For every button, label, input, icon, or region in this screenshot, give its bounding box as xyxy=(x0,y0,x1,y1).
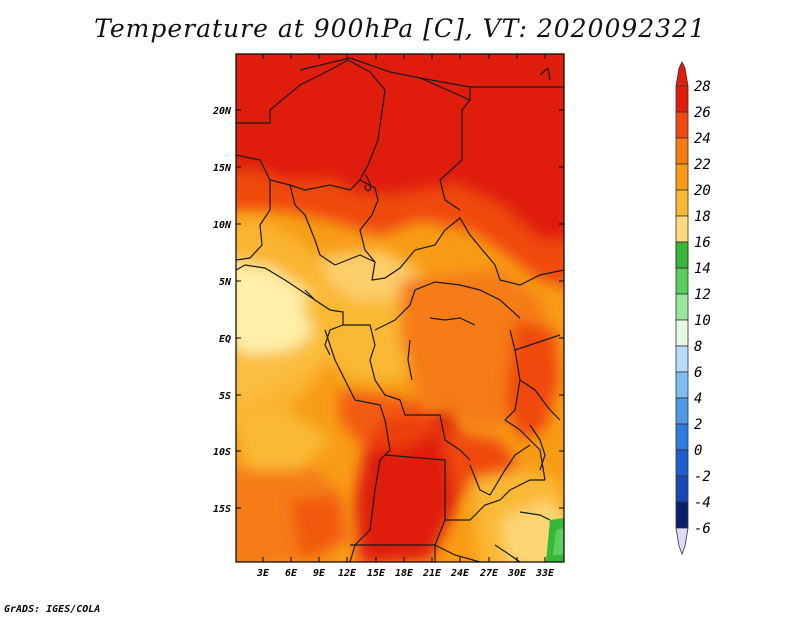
colorbar-label: -2 xyxy=(694,469,711,485)
longitude-labels: 3E 6E 9E 12E 15E 18E 21E 24E 27E 30E 33E xyxy=(256,568,555,579)
colorbar xyxy=(675,61,689,556)
colorbar-label: 22 xyxy=(694,157,711,173)
colorbar-under-triangle xyxy=(675,527,689,556)
lon-label-21e: 21E xyxy=(422,568,442,579)
lon-label-33e: 33E xyxy=(535,568,555,579)
colorbar-swatch-m6-m4 xyxy=(675,501,689,529)
colorbar-label: 2 xyxy=(694,417,702,433)
colorbar-label: 6 xyxy=(694,365,702,381)
colorbar-label: 12 xyxy=(694,287,711,303)
colorbar-label: 8 xyxy=(694,339,702,355)
lon-label-30e: 30E xyxy=(507,568,527,579)
lat-label-10n: 10N xyxy=(213,220,232,231)
lon-label-24e: 24E xyxy=(450,568,470,579)
lon-label-9e: 9E xyxy=(313,568,326,579)
colorbar-swatch-0-2 xyxy=(675,423,689,451)
colorbar-swatch-10-12 xyxy=(675,293,689,321)
lat-label-15s: 15S xyxy=(213,504,231,515)
colorbar-label: 10 xyxy=(694,313,711,329)
colorbar-swatch-m4-m2 xyxy=(675,475,689,503)
lon-label-27e: 27E xyxy=(479,568,499,579)
lon-label-3e: 3E xyxy=(256,568,270,579)
colorbar-swatch-6-8 xyxy=(675,345,689,373)
lat-label-eq: EQ xyxy=(219,334,231,345)
map-frame xyxy=(235,53,565,563)
colorbar-swatch-14-16 xyxy=(675,241,689,269)
lon-label-12e: 12E xyxy=(338,568,357,579)
colorbar-swatch-26-28 xyxy=(675,85,689,113)
colorbar-labels: 28 26 24 22 20 18 16 14 12 10 8 6 4 2 0 … xyxy=(694,79,711,537)
colorbar-swatch-12-14 xyxy=(675,267,689,295)
colorbar-label: 14 xyxy=(694,261,711,277)
latitude-axis xyxy=(236,109,564,509)
lon-label-15e: 15E xyxy=(367,568,386,579)
colorbar-swatch-22-24 xyxy=(675,137,689,165)
longitude-axis xyxy=(262,54,546,562)
lat-label-20n: 20N xyxy=(212,106,232,117)
lat-label-15n: 15N xyxy=(213,163,232,174)
colorbar-label: 26 xyxy=(694,105,711,121)
colorbar-swatch-24-26 xyxy=(675,111,689,139)
colorbar-swatch-18-20 xyxy=(675,189,689,217)
lat-label-5s: 5S xyxy=(219,391,231,402)
colorbar-swatch-8-10 xyxy=(675,319,689,347)
colorbar-label: -6 xyxy=(694,521,711,537)
colorbar-label: 4 xyxy=(694,391,702,407)
lat-label-5n: 5N xyxy=(219,277,232,288)
lon-label-6e: 6E xyxy=(285,568,298,579)
colorbar-swatch-16-18 xyxy=(675,215,689,243)
colorbar-over-triangle xyxy=(675,61,689,87)
country-borders xyxy=(236,57,564,562)
latitude-labels: 20N 15N 10N 5N EQ 5S 10S 15S xyxy=(212,106,232,515)
lon-label-18e: 18E xyxy=(395,568,414,579)
colorbar-swatch-m2-0 xyxy=(675,449,689,477)
colorbar-swatch-2-4 xyxy=(675,397,689,425)
colorbar-label: 20 xyxy=(694,183,711,199)
grads-credit: GrADS: IGES/COLA xyxy=(4,604,101,615)
lat-label-10s: 10S xyxy=(213,447,231,458)
colorbar-label: 16 xyxy=(694,235,711,251)
colorbar-label: 0 xyxy=(694,443,702,459)
colorbar-label: 28 xyxy=(694,79,711,95)
colorbar-swatch-20-22 xyxy=(675,163,689,191)
colorbar-swatch-4-6 xyxy=(675,371,689,399)
map-title: Temperature at 900hPa [C], VT: 202009232… xyxy=(94,14,706,43)
colorbar-label: -4 xyxy=(694,495,711,511)
temperature-field xyxy=(236,54,564,562)
colorbar-label: 24 xyxy=(694,131,711,147)
colorbar-label: 18 xyxy=(694,209,711,225)
